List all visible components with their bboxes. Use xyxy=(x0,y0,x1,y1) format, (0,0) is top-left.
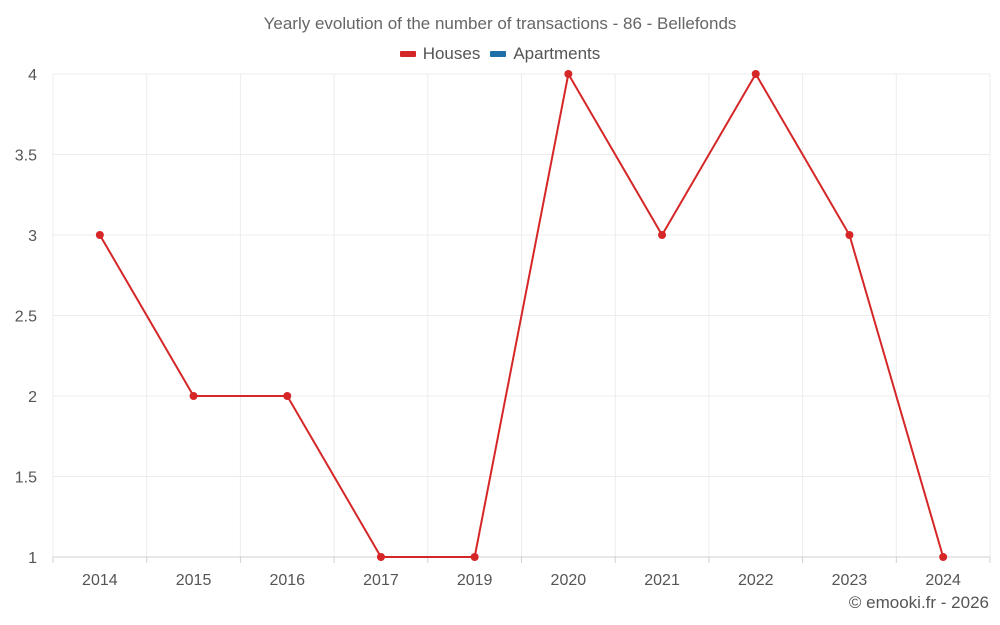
data-point-houses xyxy=(751,70,760,78)
data-point-houses xyxy=(376,553,385,561)
legend-label-apartments: Apartments xyxy=(513,44,601,63)
data-point-houses xyxy=(470,553,479,561)
data-point-houses xyxy=(564,70,573,78)
x-tick-label: 2024 xyxy=(925,572,961,589)
series-line-houses xyxy=(98,73,945,558)
legend-label-houses: Houses xyxy=(422,44,481,63)
data-point-houses xyxy=(189,392,198,400)
y-tick-label: 2.5 xyxy=(15,309,37,326)
data-point-houses xyxy=(939,553,948,561)
x-tick-label: 2017 xyxy=(363,572,399,589)
y-tick-label: 2 xyxy=(28,389,37,406)
y-tick-label: 4 xyxy=(28,67,37,84)
data-point-houses xyxy=(845,231,854,239)
legend: Houses Apartments xyxy=(0,44,1000,64)
y-tick-label: 3 xyxy=(28,228,37,245)
legend-swatch-houses xyxy=(399,51,416,57)
y-tick-label: 1 xyxy=(28,550,37,567)
chart-title: Yearly evolution of the number of transa… xyxy=(263,14,737,33)
x-tick-label: 2022 xyxy=(738,572,774,589)
x-tick-label: 2020 xyxy=(551,572,587,589)
legend-item-apartments[interactable]: Apartments xyxy=(490,44,600,64)
x-tick-label: 2021 xyxy=(644,572,680,589)
data-point-houses xyxy=(283,392,292,400)
data-point-houses xyxy=(658,231,667,239)
x-tick-label: 2016 xyxy=(269,572,305,589)
data-point-houses xyxy=(95,231,104,239)
x-tick-label: 2015 xyxy=(176,572,212,589)
y-tick-label: 3.5 xyxy=(15,148,37,165)
x-tick-label: 2014 xyxy=(82,572,118,589)
x-tick-label: 2019 xyxy=(457,572,493,589)
legend-swatch-apartments xyxy=(490,51,507,57)
y-tick-label: 1.5 xyxy=(15,470,37,487)
credit-text: © emooki.fr - 2026 xyxy=(848,593,989,612)
x-tick-label: 2023 xyxy=(832,572,868,589)
legend-item-houses[interactable]: Houses xyxy=(399,44,481,64)
